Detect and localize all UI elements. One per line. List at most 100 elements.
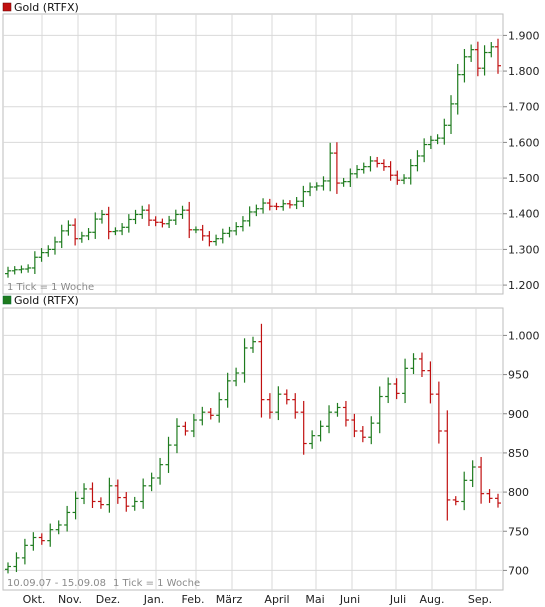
y-tick-label: 800 (508, 486, 529, 499)
price-bar (190, 413, 197, 438)
x-tick-label: Feb. (182, 593, 205, 606)
price-bar (367, 156, 374, 172)
price-bar (239, 216, 246, 232)
price-bar (387, 161, 394, 181)
price-bar (410, 353, 417, 375)
price-bar (172, 209, 179, 225)
price-bar (334, 402, 341, 417)
price-bar (58, 224, 65, 249)
price-bar (72, 491, 79, 520)
price-bar (441, 118, 448, 145)
price-bar (89, 482, 96, 509)
y-tick-label: 850 (508, 447, 529, 460)
price-bar (25, 264, 32, 273)
x-tick-label: Juni (339, 593, 360, 606)
x-tick-label: April (264, 593, 289, 606)
price-bar (157, 457, 164, 485)
price-bar (434, 134, 441, 145)
price-bar (340, 177, 347, 187)
x-tick-label: Juli (389, 593, 406, 606)
y-tick-label: 750 (508, 525, 529, 538)
price-bar (374, 156, 381, 168)
x-tick-label: Okt. (23, 593, 46, 606)
price-bar (165, 436, 172, 473)
price-bar (317, 420, 324, 442)
price-bar (300, 400, 307, 455)
price-bar (309, 430, 316, 449)
price-bar (253, 204, 260, 217)
price-bar (313, 182, 320, 191)
price-bar (320, 176, 327, 191)
price-bar (233, 367, 240, 387)
price-bar (292, 393, 299, 419)
price-bar (140, 478, 147, 509)
price-bar (258, 323, 265, 418)
price-bar (145, 204, 152, 227)
price-bar (246, 206, 253, 227)
price-bar (18, 265, 25, 274)
price-bar (123, 492, 130, 512)
price-bar (182, 421, 189, 436)
price-bar (47, 523, 54, 547)
price-bar (427, 361, 434, 404)
price-bar (266, 198, 273, 211)
price-bar (132, 209, 139, 225)
price-bar (273, 202, 280, 211)
price-bar (293, 197, 300, 210)
price-bar (393, 378, 400, 400)
top-grid (3, 14, 503, 294)
price-bar (474, 41, 481, 77)
price-bar (11, 266, 18, 275)
price-bar (125, 214, 132, 233)
price-bar (78, 231, 85, 243)
bottom-legend-label: Gold (RTFX) (14, 294, 79, 307)
top-y-axis: 1.200 1.300 1.400 1.500 1.600 1.700 1.800 1.900 (503, 29, 540, 292)
price-bar (179, 205, 186, 219)
price-bar (452, 496, 459, 506)
y-tick-label: 1.200 (508, 279, 540, 292)
price-bar (418, 352, 425, 377)
x-tick-label: Sep. (468, 593, 492, 606)
price-bar (421, 138, 428, 163)
price-bar (226, 226, 233, 238)
price-bar (206, 231, 213, 247)
bottom-tick-note: 1 Tick = 1 Woche (113, 578, 200, 589)
y-tick-label: 950 (508, 369, 529, 382)
price-bar (402, 358, 409, 404)
price-bar (106, 477, 113, 513)
x-axis: Okt. Nov. Dez. Jan. Feb. März April Mai Juni Juli… (23, 593, 493, 606)
price-bar (114, 479, 121, 504)
price-bar (173, 418, 180, 454)
price-bar (354, 165, 361, 179)
price-bar (461, 471, 468, 511)
price-bar (199, 224, 206, 241)
price-bar (385, 377, 392, 404)
price-bar (360, 162, 367, 174)
price-bar (64, 505, 71, 532)
price-bar (275, 386, 282, 421)
price-bar (444, 410, 451, 521)
price-bar (97, 497, 104, 509)
price-bar (65, 220, 72, 236)
price-bar (347, 168, 354, 187)
price-bar (38, 533, 45, 545)
top-series (5, 38, 501, 278)
price-bar (454, 63, 461, 115)
price-bar (407, 159, 414, 185)
price-bar (380, 159, 387, 171)
price-bar (159, 218, 166, 228)
bottom-legend-swatch (2, 295, 12, 305)
price-bar (199, 406, 206, 426)
price-bar (327, 142, 334, 192)
y-tick-label: 1.500 (508, 172, 540, 185)
x-tick-label: Dez. (96, 593, 121, 606)
price-bar (300, 185, 307, 208)
price-bar (359, 426, 366, 443)
price-bar (119, 223, 126, 236)
price-bar (368, 416, 375, 445)
price-bar (219, 228, 226, 244)
price-bar (166, 215, 173, 228)
price-bar (461, 48, 468, 83)
top-tick-note: 1 Tick = 1 Woche (7, 282, 94, 293)
x-tick-label: Aug. (420, 593, 445, 606)
